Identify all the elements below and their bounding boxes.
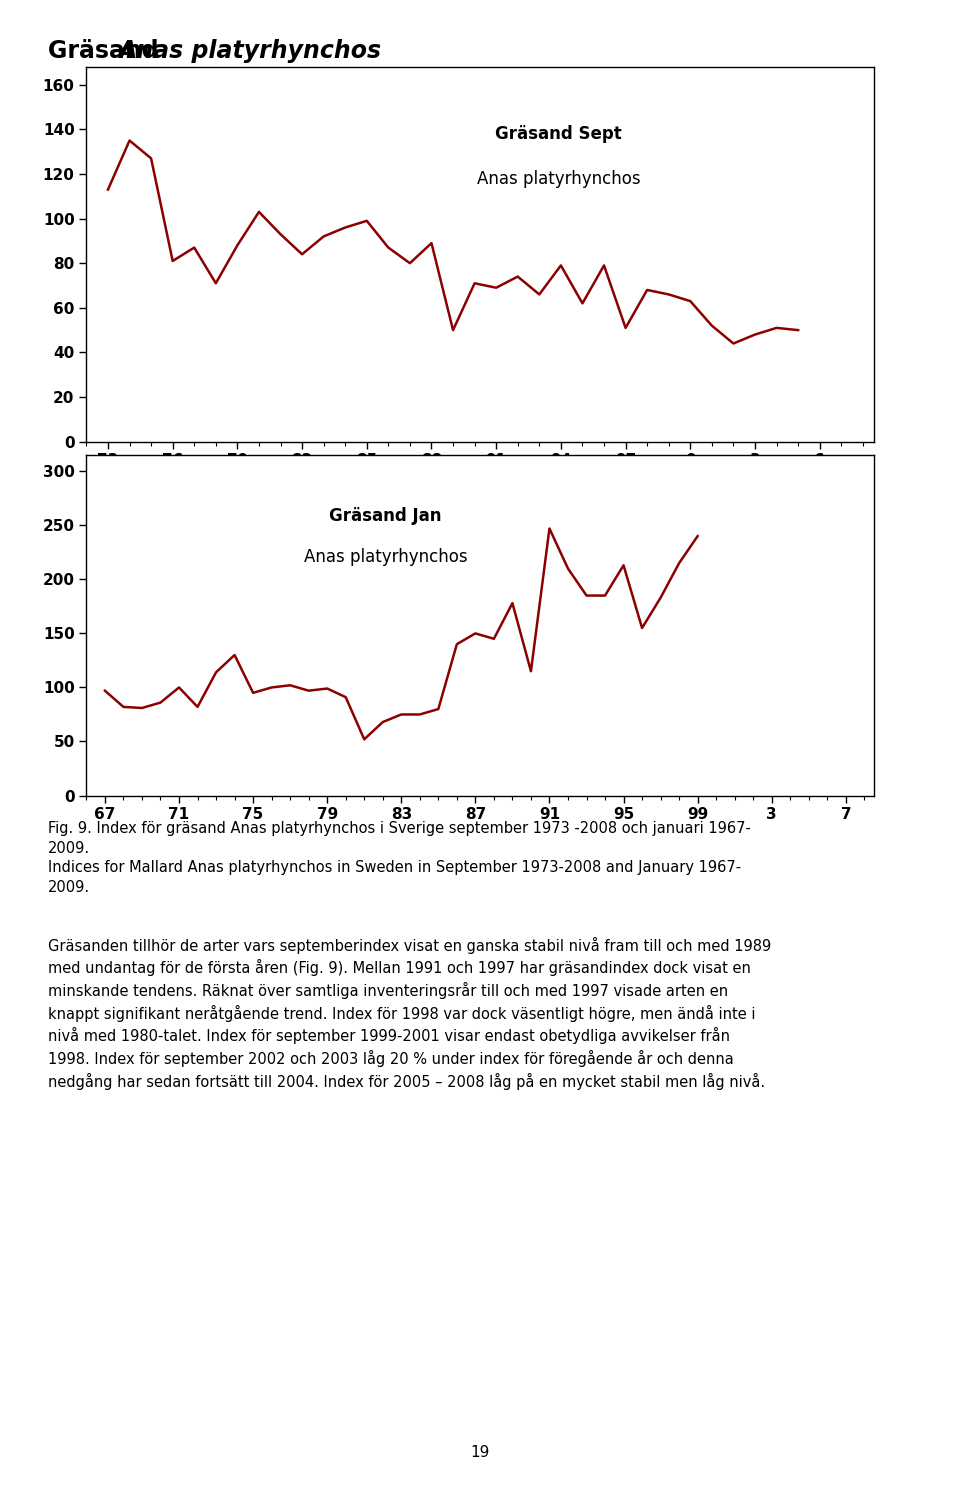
Text: 19: 19 bbox=[470, 1445, 490, 1460]
Text: Fig. 9. Index för gräsand Anas platyrhynchos i Sverige september 1973 -2008 och : Fig. 9. Index för gräsand Anas platyrhyn… bbox=[48, 821, 751, 895]
Text: Gräsand: Gräsand bbox=[48, 39, 167, 62]
Text: Anas platyrhynchos: Anas platyrhynchos bbox=[477, 171, 640, 189]
Text: Gräsand Jan: Gräsand Jan bbox=[329, 507, 442, 525]
Text: Anas platyrhynchos: Anas platyrhynchos bbox=[303, 549, 468, 567]
Text: Gräsanden tillhör de arter vars septemberindex visat en ganska stabil nivå fram : Gräsanden tillhör de arter vars septembe… bbox=[48, 937, 771, 1090]
Text: Gräsand Sept: Gräsand Sept bbox=[495, 125, 622, 143]
Text: Anas platyrhynchos: Anas platyrhynchos bbox=[119, 39, 382, 62]
